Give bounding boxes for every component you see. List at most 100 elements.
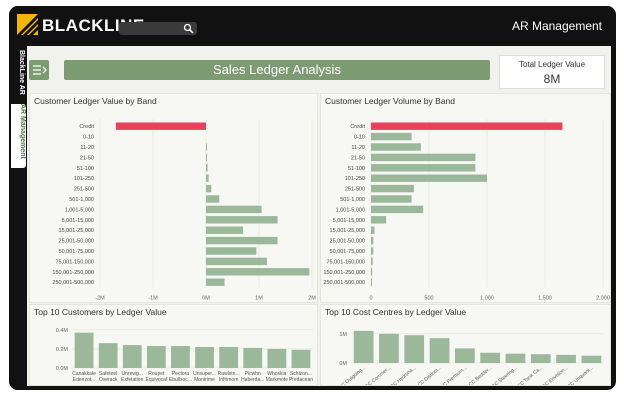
bar [291, 349, 311, 368]
y-tick-label: 0.4M [56, 328, 69, 334]
bar [530, 354, 551, 363]
category-label: 75,001-150,000 [55, 259, 94, 265]
bar [206, 205, 262, 214]
category-label: CC Commer... [364, 365, 392, 385]
category-label: 11-20 [80, 145, 94, 151]
bar [371, 143, 421, 151]
category-label: Picwhn [245, 371, 261, 377]
bar [171, 346, 190, 368]
bar [206, 226, 244, 234]
page-title: Sales Ledger Analysis [64, 60, 490, 80]
x-tick-label: -2M [95, 295, 105, 301]
value-by-band-chart: -2M -1M 0M 1M 2M Credit 0-10 11-20 21-50 51-100 10… [52, 119, 316, 301]
app-title: AR Management [511, 19, 602, 33]
category-label: 15,001-25,000 [330, 228, 365, 234]
x-tick-label: 2,000 [596, 295, 610, 301]
bar [206, 268, 310, 276]
bar [371, 268, 373, 276]
category-label: 51-100 [77, 166, 94, 172]
panel-top-cost-centres: Top 10 Cost Centres by Ledger Value 1M 0M… [320, 304, 611, 386]
bar [371, 132, 412, 141]
bar [206, 216, 278, 224]
report-canvas: Sales Ledger Analysis Total Ledger Value… [27, 46, 611, 386]
bar [480, 352, 501, 363]
category-label: Markmote [266, 377, 288, 383]
x-tick-label: 1M [255, 295, 263, 301]
tab-blackline-ar[interactable]: BlackLine AR [18, 50, 25, 95]
category-label: Unsuper... [193, 371, 216, 377]
category-label: CC Hydroha... [389, 365, 417, 385]
x-tick-label: 0M [202, 295, 210, 301]
category-label: Overack [99, 377, 118, 383]
bar [371, 236, 374, 245]
category-label: Whoskia [267, 371, 286, 377]
category-label: 150,001-250,000 [52, 270, 94, 276]
category-label: Montrime [194, 377, 215, 383]
category-label: Rawlstn... [218, 371, 240, 377]
bar [206, 236, 278, 245]
category-label: 5,001-15,000 [333, 218, 365, 224]
top-customers-chart: 0.4M 0.2M 0.0MCanakkaleEdenzot...SafeteelO… [56, 328, 313, 383]
bar [206, 184, 212, 193]
category-label: Haberda... [241, 377, 264, 383]
category-label: 0-10 [354, 135, 365, 141]
category-label: Credit [350, 124, 365, 130]
category-label: Unrewg... [122, 371, 143, 377]
bar [267, 348, 287, 368]
category-label: Infrimom [219, 377, 238, 383]
category-label: 50,001-75,000 [330, 249, 365, 255]
bar [371, 164, 476, 172]
bar [206, 164, 208, 172]
x-tick-label: 0 [369, 295, 372, 301]
category-label: 50,001-75,000 [59, 249, 94, 255]
volume-by-band-chart: 0 500 1,000 1,500 2,000 Credit 0-10 11-20 21-50 5… [323, 119, 610, 301]
bar [74, 332, 94, 368]
x-tick-label: 1,500 [538, 295, 552, 301]
category-label: Exfetation [121, 377, 143, 383]
category-label: 501-1,000 [340, 197, 365, 203]
app-window: BLACKLINE AR Management BlackLine AR AR … [9, 6, 616, 390]
menu-collapse-icon [33, 65, 47, 75]
kpi-value: 8M [543, 72, 561, 86]
category-label: Credit [79, 124, 94, 130]
menu-button[interactable] [29, 60, 49, 80]
search-input[interactable] [119, 22, 197, 35]
kpi-card: Total Ledger Value 8M [499, 55, 605, 89]
search-icon[interactable] [183, 23, 194, 34]
bar [371, 205, 424, 214]
y-tick-label: 0.0M [56, 366, 69, 372]
x-tick-label: 500 [424, 295, 433, 301]
category-label: 101-250 [345, 176, 365, 182]
category-label: 251-500 [345, 187, 365, 193]
bar [353, 330, 374, 363]
bar [146, 346, 166, 368]
category-label: 11-20 [351, 145, 365, 151]
category-label: 25,001-50,000 [59, 239, 94, 245]
category-label: 15,001-25,000 [59, 228, 94, 234]
bar [371, 278, 372, 286]
tab-ar-management[interactable]: AR Management [11, 104, 26, 168]
bar [371, 153, 476, 162]
category-label: Schizon... [290, 371, 312, 377]
category-label: 150,001-250,000 [323, 270, 365, 276]
category-label: 75,001-150,000 [326, 259, 365, 265]
chart-title: Top 10 Customers by Ledger Value [34, 307, 167, 317]
bar [206, 174, 209, 182]
panel-value-by-band: Customer Ledger Value by Band -2M -1M 0M 1M… [29, 93, 318, 303]
panel-volume-by-band: Customer Ledger Volume by Band 0 500 1,000… [320, 93, 611, 303]
bar [243, 347, 263, 368]
bar [371, 195, 412, 203]
bar [371, 226, 375, 234]
bar [556, 354, 576, 363]
category-label: 21-50 [351, 155, 365, 161]
category-label: CC Premium... [439, 365, 468, 385]
category-label: CC Envision... [541, 365, 569, 385]
bar [206, 153, 208, 162]
y-tick-label: 0.2M [56, 347, 69, 353]
category-label: CC Outgoing... [338, 365, 367, 385]
category-label: 250,001-500,000 [323, 280, 365, 286]
y-tick-label: 1M [339, 332, 347, 338]
category-label: 501-1,000 [69, 197, 94, 203]
category-label: CC Distinct... [417, 365, 443, 385]
